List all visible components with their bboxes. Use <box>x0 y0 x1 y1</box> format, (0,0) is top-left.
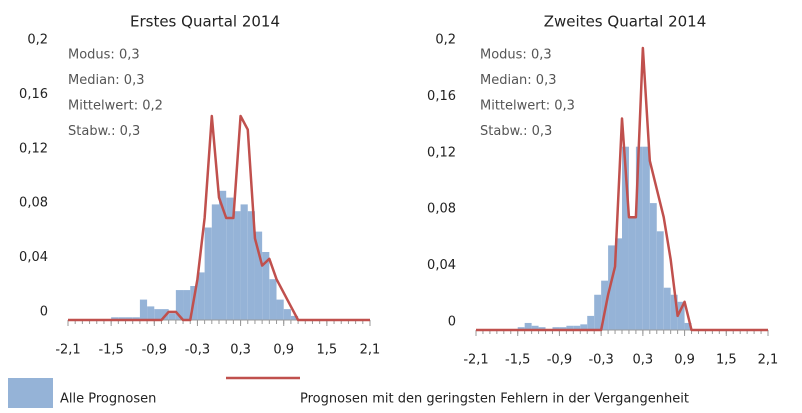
bar <box>552 327 560 330</box>
bar <box>283 309 291 320</box>
bar <box>183 290 191 320</box>
bar <box>269 279 277 320</box>
bar <box>663 287 671 330</box>
bar <box>211 204 219 320</box>
bar <box>118 317 126 320</box>
x-tick-label: 1,5 <box>716 353 737 368</box>
x-tick-label: -0,3 <box>185 343 210 358</box>
y-tick-label: 0 <box>448 315 456 330</box>
annotation: Mittelwert: 0,3 <box>480 99 575 114</box>
legend-label: Prognosen mit den geringsten Fehlern in … <box>300 392 689 407</box>
y-tick-label: 0,04 <box>19 250 48 265</box>
bar <box>226 197 234 320</box>
x-tick-label: -0,3 <box>588 353 613 368</box>
y-tick-label: 0,12 <box>19 141 48 156</box>
x-tick-label: -1,5 <box>505 353 530 368</box>
bar <box>204 227 212 320</box>
bar <box>125 317 133 320</box>
bar <box>524 322 532 330</box>
bar <box>538 327 546 330</box>
bar <box>132 317 140 320</box>
bar <box>247 211 255 320</box>
x-tick-label: -0,9 <box>142 343 167 358</box>
y-tick-label: 0,16 <box>427 89 456 104</box>
bar <box>531 325 539 330</box>
y-tick-label: 0,12 <box>427 145 456 160</box>
y-tick-label: 0,08 <box>19 196 48 211</box>
bar <box>219 190 227 320</box>
y-tick-label: 0,16 <box>19 87 48 102</box>
legend-label: Alle Prognosen <box>60 392 156 407</box>
bar <box>622 146 629 330</box>
chart-title: Zweites Quartal 2014 <box>544 13 707 31</box>
bar <box>649 203 657 330</box>
bar <box>677 301 685 330</box>
bar <box>580 324 588 330</box>
bar <box>594 294 602 330</box>
x-tick-label: -0,9 <box>547 353 572 368</box>
x-tick-label: 0,3 <box>633 353 654 368</box>
bar <box>154 309 162 320</box>
bar <box>635 146 643 330</box>
bar <box>566 325 574 330</box>
bar <box>587 315 595 330</box>
y-tick-label: 0,08 <box>427 202 456 217</box>
y-tick-label: 0,04 <box>427 258 456 273</box>
x-tick-label: 1,5 <box>317 343 338 358</box>
bar <box>601 280 609 330</box>
bar <box>517 327 525 330</box>
bar <box>233 211 241 320</box>
bar <box>559 327 567 330</box>
bar <box>262 252 270 320</box>
y-tick-label: 0,2 <box>27 33 48 48</box>
annotation: Median: 0,3 <box>480 73 556 88</box>
x-tick-label: 0,3 <box>230 343 251 358</box>
bar <box>254 231 263 320</box>
bar <box>290 315 299 320</box>
x-tick-label: -2,1 <box>55 343 80 358</box>
legend-swatch <box>8 378 53 408</box>
annotation: Modus: 0,3 <box>68 48 140 63</box>
y-tick-label: 0,2 <box>435 33 456 48</box>
bar <box>111 317 119 320</box>
line <box>476 46 768 332</box>
x-tick-label: 2,1 <box>360 343 381 358</box>
y-tick-label: 0 <box>40 305 48 320</box>
annotation: Modus: 0,3 <box>480 48 552 63</box>
bar <box>175 290 184 320</box>
bar <box>197 272 205 320</box>
bar <box>147 306 155 320</box>
x-tick-label: -2,1 <box>463 353 488 368</box>
bar <box>615 238 622 330</box>
line <box>68 114 370 322</box>
bar <box>642 146 650 330</box>
annotation: Stabw.: 0,3 <box>480 124 552 139</box>
bar <box>276 299 284 320</box>
bar <box>608 245 616 330</box>
annotation: Median: 0,3 <box>68 73 144 88</box>
bar <box>684 322 692 330</box>
x-tick-label: 0,9 <box>273 343 294 358</box>
bar <box>670 294 678 330</box>
bar <box>139 299 148 320</box>
annotation: Stabw.: 0,3 <box>68 124 140 139</box>
chart-title: Erstes Quartal 2014 <box>130 13 280 31</box>
bar <box>168 313 176 320</box>
bar <box>628 217 636 330</box>
annotation: Mittelwert: 0,2 <box>68 99 163 114</box>
bar <box>573 325 581 330</box>
bar <box>240 204 248 320</box>
bar <box>656 231 664 330</box>
x-tick-label: 2,1 <box>758 353 779 368</box>
x-tick-label: -1,5 <box>98 343 123 358</box>
x-tick-label: 0,9 <box>674 353 695 368</box>
